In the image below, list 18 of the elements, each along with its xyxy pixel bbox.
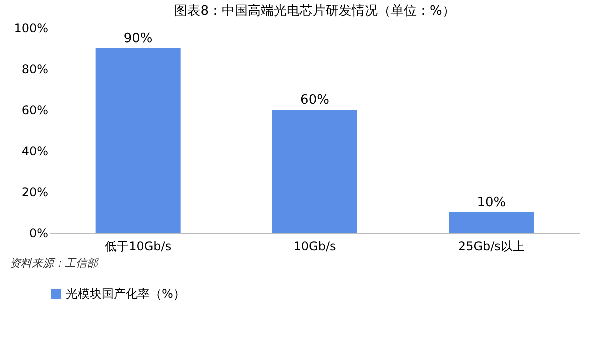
chart-title: 图表8：中国高端光电芯片研发情况（单位：%） <box>174 3 456 19</box>
bar <box>272 110 358 233</box>
y-tick-label: 80% <box>22 62 48 76</box>
y-tick-label: 20% <box>22 186 48 200</box>
legend-label: 光模块国产化率（%） <box>66 287 186 301</box>
data-label: 90% <box>124 32 153 46</box>
data-label: 60% <box>300 93 330 108</box>
y-tick-label: 100% <box>14 22 48 36</box>
x-tick-label: 10Gb/s <box>294 240 336 254</box>
y-tick-label: 60% <box>22 104 48 118</box>
x-tick-label: 25Gb/s以上 <box>458 240 525 254</box>
data-label: 10% <box>477 196 506 210</box>
text: 资料来源：工信部 <box>10 257 100 270</box>
y-tick-label: 40% <box>22 144 48 158</box>
bar <box>449 212 534 233</box>
y-tick-label: 0% <box>29 226 48 240</box>
x-tick-label: 低于10Gb/s <box>105 240 172 254</box>
bar <box>96 48 181 233</box>
